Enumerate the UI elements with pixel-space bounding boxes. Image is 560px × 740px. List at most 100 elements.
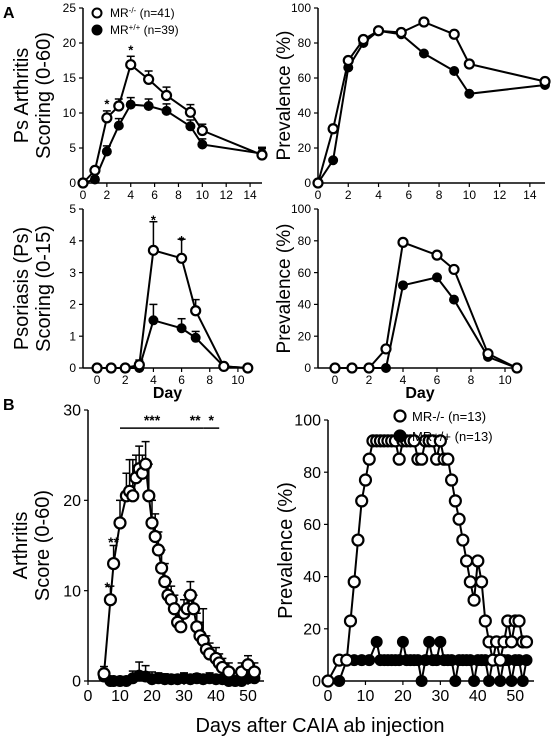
data-point — [463, 58, 475, 70]
data-point — [380, 343, 392, 355]
x-tick-label: 0 — [84, 688, 93, 705]
data-point — [196, 124, 208, 137]
data-point — [445, 473, 459, 487]
y-tick-label: 80 — [303, 465, 321, 482]
y-axis-label: Prevalence (%) — [275, 482, 297, 619]
x-tick-label: 4 — [127, 188, 134, 202]
y-tick-label: 0 — [69, 176, 76, 190]
chart-b1: 0 10 20 30 0 10 20 30 40 50 Arthritis Score (0-60) *… — [10, 403, 264, 705]
x-tick-label: 14 — [243, 188, 257, 202]
data-point — [256, 149, 268, 161]
x-tick-label: 4 — [375, 188, 382, 202]
y-axis-label: Ps Arthritis — [11, 48, 33, 144]
data-point — [106, 556, 121, 571]
data-point — [539, 75, 551, 88]
y-tick-label: 1 — [69, 329, 76, 343]
y-tick-label: 0 — [304, 361, 311, 375]
legend-label: MR+/+ (n=39) — [110, 23, 179, 38]
data-point — [113, 100, 125, 112]
data-point — [396, 635, 409, 648]
data-point — [321, 674, 335, 688]
legend-marker — [91, 24, 103, 36]
x-tick-label: 50 — [239, 688, 257, 705]
legend-label: MR+/+ (n=13) — [412, 429, 493, 444]
x-tick-label: 0 — [324, 688, 333, 705]
data-point — [343, 614, 358, 628]
data-point — [516, 675, 529, 687]
x-tick-label: 8 — [206, 373, 213, 387]
series-mr-knockout — [312, 16, 551, 189]
x-axis-label: Day — [405, 385, 434, 402]
data-point — [185, 121, 196, 132]
x-tick-label: 0 — [94, 373, 101, 387]
x-tick-label: 10 — [111, 688, 129, 705]
x-tick-label: 20 — [143, 688, 161, 705]
legend-marker — [393, 429, 407, 443]
data-point — [329, 362, 341, 374]
x-tick-label: 30 — [431, 688, 449, 705]
data-point — [218, 360, 230, 373]
chart-a2: 0 20 40 60 80 100 0 2 4 6 8 10 12 14 Prevalence (%) — [274, 1, 551, 202]
y-tick-label: 0 — [312, 674, 321, 691]
significance-star: * — [104, 579, 110, 595]
data-point — [467, 593, 481, 607]
y-tick-label: 30 — [63, 403, 81, 420]
data-point — [511, 362, 523, 374]
y-tick-label: 3 — [69, 266, 76, 280]
data-point — [432, 272, 442, 283]
x-tick-label: 10 — [357, 688, 375, 705]
x-tick-label: 2 — [366, 373, 373, 387]
data-point — [77, 177, 89, 189]
data-point — [415, 452, 429, 466]
panel-label-a: A — [3, 5, 15, 22]
y-tick-label: 2 — [69, 298, 76, 312]
y-tick-label: 5 — [69, 202, 76, 216]
data-point — [381, 363, 391, 373]
data-point — [125, 59, 137, 71]
data-point — [160, 89, 173, 102]
data-point — [126, 489, 140, 503]
series-mr-wildtype — [313, 25, 550, 188]
data-point — [148, 315, 159, 326]
x-tick-label: 40 — [207, 688, 225, 705]
data-point — [139, 457, 153, 471]
data-point — [103, 593, 118, 607]
data-point — [145, 516, 159, 530]
y-axis-label: Scoring (0-60) — [33, 32, 55, 159]
data-point — [415, 675, 428, 687]
data-point — [158, 575, 172, 589]
x-tick-label: 4 — [150, 373, 157, 387]
series-mr-knockout — [77, 55, 268, 189]
x-tick-label: 4 — [400, 373, 407, 387]
legend: MR-/- (n=41) MR+/+ (n=39) — [91, 6, 179, 38]
data-point — [482, 348, 494, 360]
data-point — [372, 25, 385, 37]
x-tick-label: 14 — [523, 188, 537, 202]
data-point — [459, 554, 474, 568]
y-tick-label: 10 — [63, 106, 77, 120]
data-point — [151, 543, 165, 557]
chart-a4: 0 20 40 60 80 100 0 2 4 6 8 10 Prevalence (%) Day — [274, 202, 523, 402]
data-point — [357, 33, 369, 46]
y-tick-label: 80 — [298, 36, 312, 50]
data-point — [363, 654, 376, 667]
x-tick-label: 6 — [405, 188, 412, 202]
data-point — [242, 362, 254, 374]
significance-star: ** — [108, 534, 119, 550]
data-point — [155, 561, 169, 575]
data-point — [184, 106, 196, 118]
data-point — [418, 16, 430, 28]
data-point — [89, 164, 101, 176]
data-point — [143, 101, 154, 111]
x-tick-label: 8 — [436, 188, 443, 202]
data-point — [504, 635, 519, 649]
x-tick-label: 10 — [463, 188, 477, 202]
data-point — [174, 620, 188, 634]
significance-star: * — [128, 43, 134, 58]
series-mr-knockout — [329, 236, 523, 374]
data-point — [433, 434, 447, 448]
y-tick-label: 25 — [63, 1, 77, 15]
data-point — [101, 146, 112, 157]
